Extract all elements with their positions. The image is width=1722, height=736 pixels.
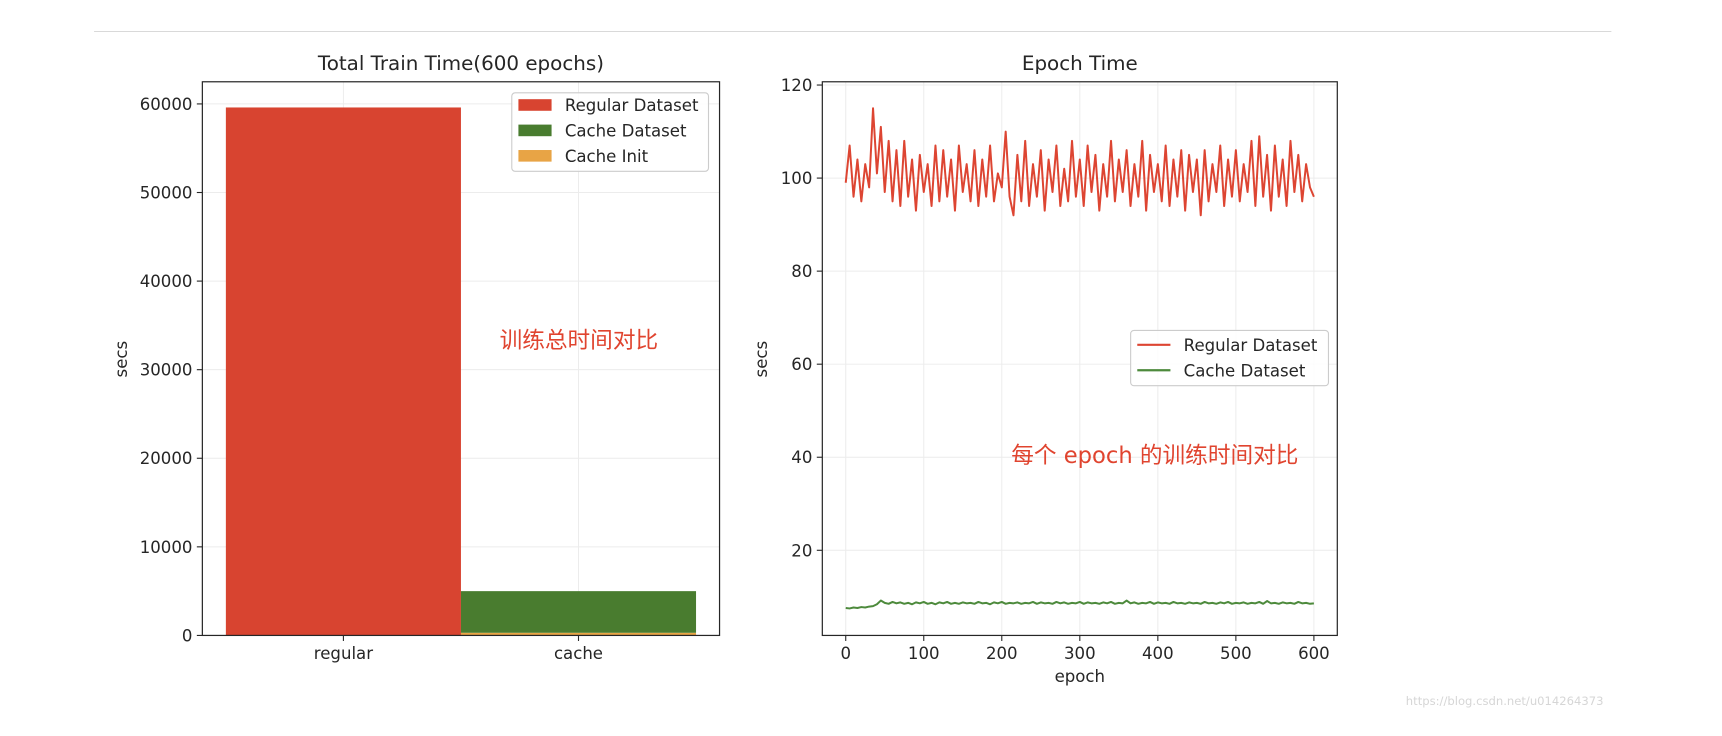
x-tick-label: 500 bbox=[1220, 644, 1252, 663]
legend-label: Regular Dataset bbox=[1184, 336, 1318, 355]
x-axis-label: epoch bbox=[1055, 667, 1105, 686]
y-tick-label: 40 bbox=[791, 448, 812, 467]
legend-entry-cache-init: Cache Init bbox=[518, 147, 649, 166]
grid bbox=[822, 81, 1338, 636]
y-tick-label: 50000 bbox=[140, 183, 193, 202]
axis-ticks: 20 40 60 80 100 120 0 100 200 300 400 500 600 bbox=[781, 76, 1330, 663]
bar-cache-cache-init bbox=[460, 632, 697, 636]
epoch-time-chart: 20 40 60 80 100 120 0 100 200 300 400 500 600 Epoch … bbox=[752, 52, 1338, 686]
y-tick-label: 120 bbox=[781, 76, 813, 95]
bar-regular-regular-dataset bbox=[225, 107, 461, 636]
x-tick-label: 300 bbox=[1064, 644, 1096, 663]
series-line-cache-dataset bbox=[845, 599, 1315, 610]
x-tick-label: 600 bbox=[1298, 644, 1330, 663]
legend: Regular Dataset Cache Dataset bbox=[1130, 329, 1330, 387]
y-tick-label: 30000 bbox=[140, 361, 193, 380]
y-tick-label: 100 bbox=[781, 169, 813, 188]
legend: Regular Dataset Cache Dataset Cache Init bbox=[511, 92, 710, 172]
bars bbox=[225, 107, 697, 636]
series-lines bbox=[844, 107, 1315, 610]
chart-annotation: 每个 epoch 的训练时间对比 bbox=[1011, 443, 1298, 469]
legend-swatch bbox=[518, 150, 552, 162]
x-tick-label: 200 bbox=[986, 644, 1018, 663]
legend-box bbox=[1130, 329, 1330, 387]
axis-ticks: 0 10000 20000 30000 40000 50000 60000 regular ca… bbox=[140, 95, 603, 663]
legend-entry-cache-dataset: Cache Dataset bbox=[1137, 361, 1306, 380]
series-line-regular-dataset bbox=[844, 107, 1315, 217]
y-tick-label: 60 bbox=[791, 355, 812, 374]
x-tick-label: cache bbox=[554, 644, 603, 663]
y-axis-label: secs bbox=[752, 341, 771, 378]
legend-swatch bbox=[518, 99, 552, 111]
y-tick-label: 10000 bbox=[140, 538, 193, 557]
y-tick-label: 60000 bbox=[140, 95, 193, 114]
legend-label: Cache Dataset bbox=[565, 121, 687, 140]
y-tick-label: 80 bbox=[791, 262, 812, 281]
x-tick-label: 0 bbox=[840, 644, 851, 663]
watermark: https://blog.csdn.net/u014264373 bbox=[1406, 694, 1604, 708]
x-tick-label: 100 bbox=[908, 644, 940, 663]
legend-entry-regular-dataset: Regular Dataset bbox=[1137, 336, 1318, 355]
y-tick-label: 40000 bbox=[140, 272, 193, 291]
y-tick-label: 0 bbox=[182, 626, 193, 645]
x-tick-label: 400 bbox=[1142, 644, 1174, 663]
total-train-time-chart: 0 10000 20000 30000 40000 50000 60000 regular ca… bbox=[112, 52, 721, 663]
legend-label: Cache Init bbox=[565, 147, 649, 166]
legend-box bbox=[511, 92, 710, 172]
y-axis-label: secs bbox=[112, 341, 131, 378]
legend-entry-cache-dataset: Cache Dataset bbox=[518, 121, 687, 140]
bar-cache-cache-dataset bbox=[460, 591, 697, 633]
legend-swatch bbox=[518, 124, 552, 137]
axes-frame bbox=[201, 81, 721, 637]
chart-title: Epoch Time bbox=[1022, 52, 1138, 75]
legend-entry-regular-dataset: Regular Dataset bbox=[518, 96, 699, 115]
legend-label: Cache Dataset bbox=[1184, 361, 1306, 380]
x-tick-label: regular bbox=[314, 644, 373, 663]
legend-label: Regular Dataset bbox=[565, 96, 699, 115]
chart-title: Total Train Time(600 epochs) bbox=[317, 52, 604, 75]
chart-annotation: 训练总时间对比 bbox=[500, 328, 659, 354]
y-tick-label: 20000 bbox=[140, 449, 193, 468]
y-tick-label: 20 bbox=[791, 541, 812, 560]
